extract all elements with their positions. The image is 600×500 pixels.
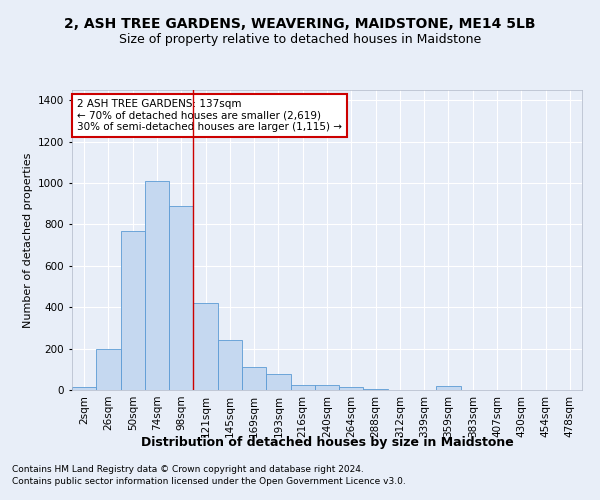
Bar — [315, 386, 339, 390]
Text: Contains HM Land Registry data © Crown copyright and database right 2024.: Contains HM Land Registry data © Crown c… — [12, 466, 364, 474]
Text: 2, ASH TREE GARDENS, WEAVERING, MAIDSTONE, ME14 5LB: 2, ASH TREE GARDENS, WEAVERING, MAIDSTON… — [64, 18, 536, 32]
Y-axis label: Number of detached properties: Number of detached properties — [23, 152, 32, 328]
Bar — [193, 303, 218, 390]
Bar — [266, 374, 290, 390]
Bar — [290, 386, 315, 390]
Bar — [96, 348, 121, 390]
Text: Distribution of detached houses by size in Maidstone: Distribution of detached houses by size … — [140, 436, 514, 449]
Text: Size of property relative to detached houses in Maidstone: Size of property relative to detached ho… — [119, 32, 481, 46]
Bar — [145, 181, 169, 390]
Bar — [242, 367, 266, 390]
Text: Contains public sector information licensed under the Open Government Licence v3: Contains public sector information licen… — [12, 476, 406, 486]
Bar — [218, 340, 242, 390]
Bar — [169, 206, 193, 390]
Bar — [121, 230, 145, 390]
Bar — [364, 389, 388, 390]
Bar — [436, 386, 461, 390]
Bar — [339, 388, 364, 390]
Bar — [72, 387, 96, 390]
Text: 2 ASH TREE GARDENS: 137sqm
← 70% of detached houses are smaller (2,619)
30% of s: 2 ASH TREE GARDENS: 137sqm ← 70% of deta… — [77, 99, 342, 132]
